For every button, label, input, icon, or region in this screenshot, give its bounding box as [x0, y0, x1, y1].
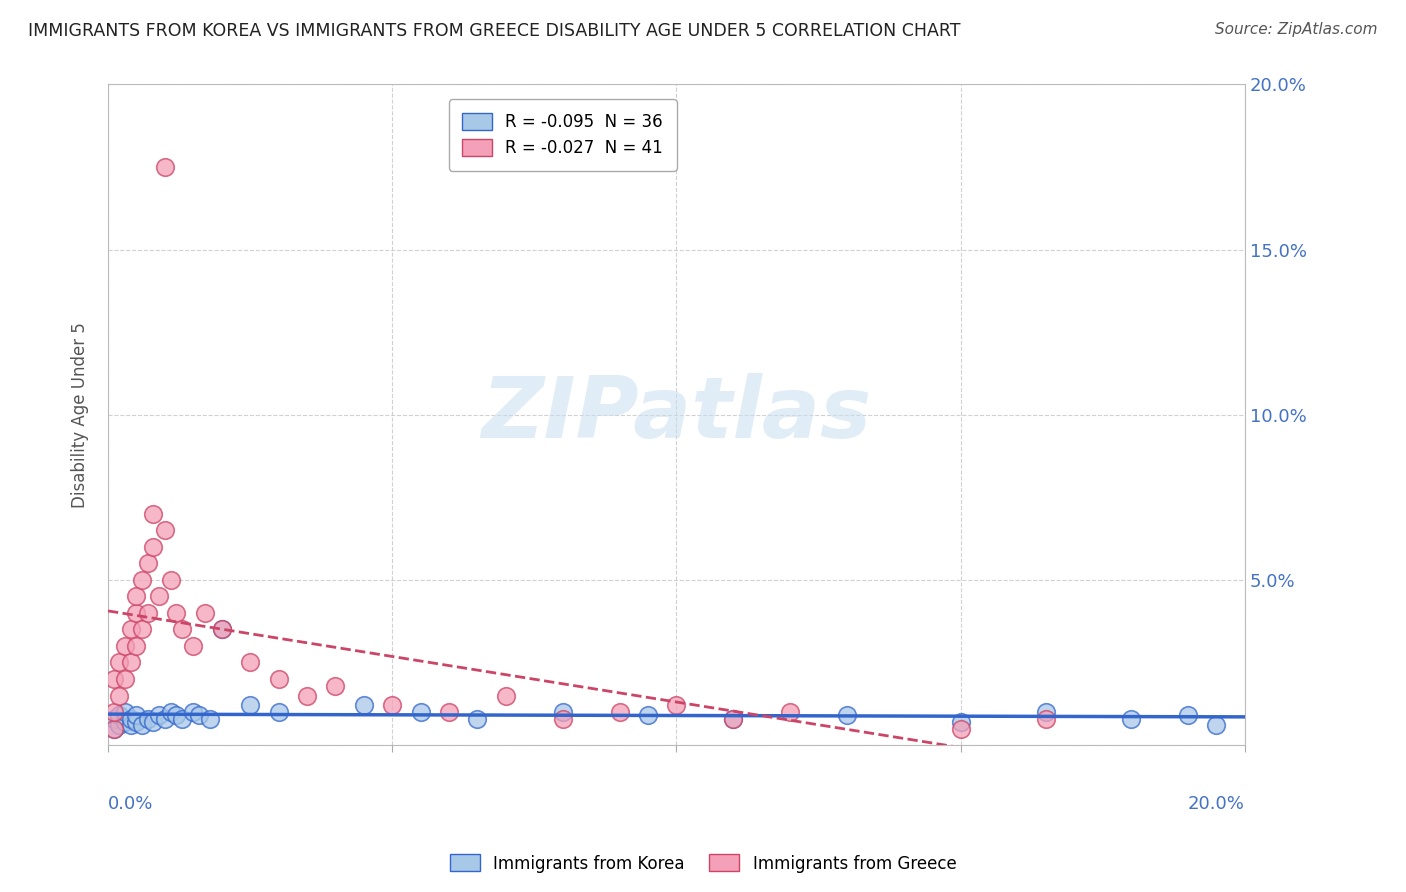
- Point: [103, 722, 125, 736]
- Point: [779, 705, 801, 719]
- Point: [142, 714, 165, 729]
- Point: [120, 656, 142, 670]
- Point: [325, 679, 347, 693]
- Point: [437, 705, 460, 719]
- Point: [353, 698, 375, 713]
- Point: [120, 712, 142, 726]
- Point: [125, 590, 148, 604]
- Point: [170, 623, 193, 637]
- Point: [170, 712, 193, 726]
- Point: [125, 606, 148, 620]
- Point: [409, 705, 432, 719]
- Point: [148, 590, 170, 604]
- Point: [239, 698, 262, 713]
- Point: [108, 689, 131, 703]
- Point: [114, 639, 136, 653]
- Point: [181, 639, 204, 653]
- Point: [721, 712, 744, 726]
- Point: [721, 712, 744, 726]
- Text: Source: ZipAtlas.com: Source: ZipAtlas.com: [1215, 22, 1378, 37]
- Point: [165, 708, 187, 723]
- Point: [153, 712, 176, 726]
- Point: [1177, 708, 1199, 723]
- Text: 20.0%: 20.0%: [1188, 795, 1244, 813]
- Point: [467, 712, 489, 726]
- Point: [267, 672, 290, 686]
- Point: [949, 722, 972, 736]
- Point: [103, 712, 125, 726]
- Point: [949, 714, 972, 729]
- Point: [211, 623, 233, 637]
- Point: [381, 698, 404, 713]
- Point: [495, 689, 517, 703]
- Point: [551, 705, 574, 719]
- Text: 0.0%: 0.0%: [108, 795, 153, 813]
- Point: [187, 708, 209, 723]
- Point: [131, 718, 153, 732]
- Point: [114, 672, 136, 686]
- Point: [125, 708, 148, 723]
- Point: [609, 705, 631, 719]
- Point: [153, 524, 176, 538]
- Point: [159, 705, 181, 719]
- Point: [125, 714, 148, 729]
- Point: [835, 708, 858, 723]
- Point: [114, 714, 136, 729]
- Point: [108, 708, 131, 723]
- Point: [136, 606, 159, 620]
- Y-axis label: Disability Age Under 5: Disability Age Under 5: [72, 322, 89, 508]
- Point: [153, 160, 176, 174]
- Point: [159, 573, 181, 587]
- Point: [1205, 718, 1227, 732]
- Point: [211, 623, 233, 637]
- Point: [148, 708, 170, 723]
- Point: [181, 705, 204, 719]
- Point: [136, 712, 159, 726]
- Point: [131, 573, 153, 587]
- Point: [267, 705, 290, 719]
- Point: [103, 722, 125, 736]
- Point: [295, 689, 318, 703]
- Point: [108, 656, 131, 670]
- Point: [1035, 705, 1057, 719]
- Legend: Immigrants from Korea, Immigrants from Greece: Immigrants from Korea, Immigrants from G…: [443, 847, 963, 880]
- Point: [637, 708, 659, 723]
- Point: [114, 705, 136, 719]
- Point: [103, 672, 125, 686]
- Point: [665, 698, 688, 713]
- Point: [120, 623, 142, 637]
- Point: [1035, 712, 1057, 726]
- Point: [200, 712, 222, 726]
- Point: [103, 705, 125, 719]
- Legend: R = -0.095  N = 36, R = -0.027  N = 41: R = -0.095 N = 36, R = -0.027 N = 41: [449, 99, 676, 170]
- Point: [131, 623, 153, 637]
- Point: [120, 718, 142, 732]
- Point: [551, 712, 574, 726]
- Point: [142, 540, 165, 554]
- Text: ZIPatlas: ZIPatlas: [481, 373, 872, 456]
- Point: [194, 606, 217, 620]
- Point: [142, 507, 165, 521]
- Point: [165, 606, 187, 620]
- Point: [125, 639, 148, 653]
- Text: IMMIGRANTS FROM KOREA VS IMMIGRANTS FROM GREECE DISABILITY AGE UNDER 5 CORRELATI: IMMIGRANTS FROM KOREA VS IMMIGRANTS FROM…: [28, 22, 960, 40]
- Point: [239, 656, 262, 670]
- Point: [108, 718, 131, 732]
- Point: [1119, 712, 1142, 726]
- Point: [136, 557, 159, 571]
